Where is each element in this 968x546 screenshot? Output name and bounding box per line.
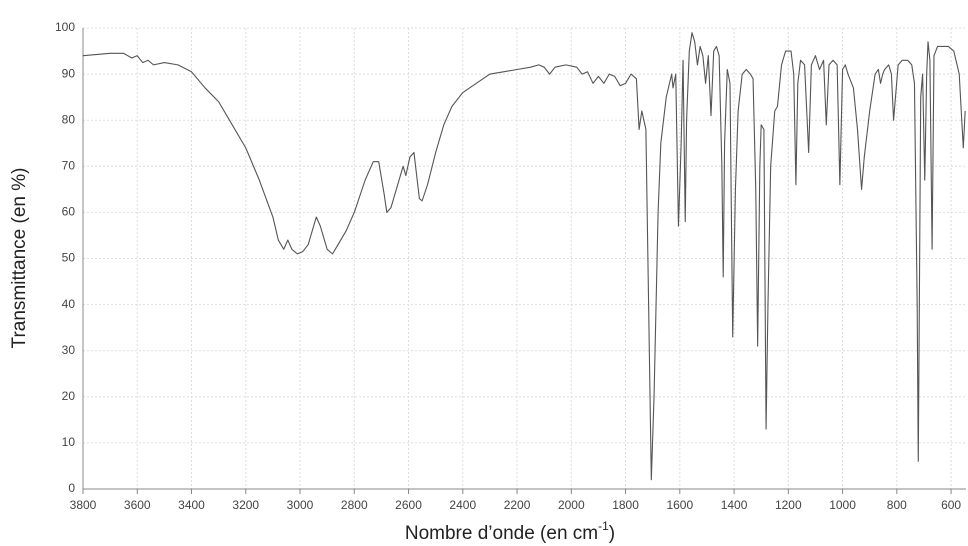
y-tick-label: 90 (62, 66, 76, 80)
x-tick-label: 2600 (395, 498, 422, 512)
y-tick-label: 80 (62, 112, 76, 126)
x-tick-label: 3800 (70, 498, 97, 512)
x-tick-label: 1400 (721, 498, 748, 512)
y-tick-label: 10 (62, 435, 76, 449)
x-axis-title-main: Nombre d’onde (en cm (405, 523, 598, 544)
x-tick-label: 1600 (666, 498, 693, 512)
x-tick-label: 1200 (775, 498, 802, 512)
x-tick-label: 3600 (124, 498, 151, 512)
y-tick-label: 20 (62, 389, 76, 403)
x-tick-label: 3200 (232, 498, 259, 512)
x-tick-label: 1800 (612, 498, 639, 512)
x-tick-label: 3400 (178, 498, 205, 512)
x-tick-label: 800 (887, 498, 907, 512)
x-tick-label: 1000 (829, 498, 856, 512)
x-tick-label: 600 (941, 498, 961, 512)
y-tick-label: 100 (55, 20, 75, 34)
y-tick-label: 30 (62, 343, 76, 357)
x-axis-title-end: ) (609, 523, 615, 544)
x-tick-label: 2800 (341, 498, 368, 512)
spectrum-line (82, 32, 966, 481)
x-axis-title: Nombre d’onde (en cm-1) (405, 519, 615, 544)
y-axis-title: Transmittance (en %) (9, 168, 30, 349)
x-tick-label: 2000 (558, 498, 585, 512)
y-tick-label: 70 (62, 158, 76, 172)
y-tick-label: 40 (62, 297, 76, 311)
x-tick-label: 2400 (449, 498, 476, 512)
y-tick-label: 0 (68, 481, 75, 495)
y-tick-label: 50 (62, 251, 76, 265)
x-tick-label: 3000 (287, 498, 314, 512)
y-tick-label: 60 (62, 205, 76, 219)
x-tick-label: 2200 (504, 498, 531, 512)
x-axis-title-superscript: -1 (598, 519, 609, 533)
